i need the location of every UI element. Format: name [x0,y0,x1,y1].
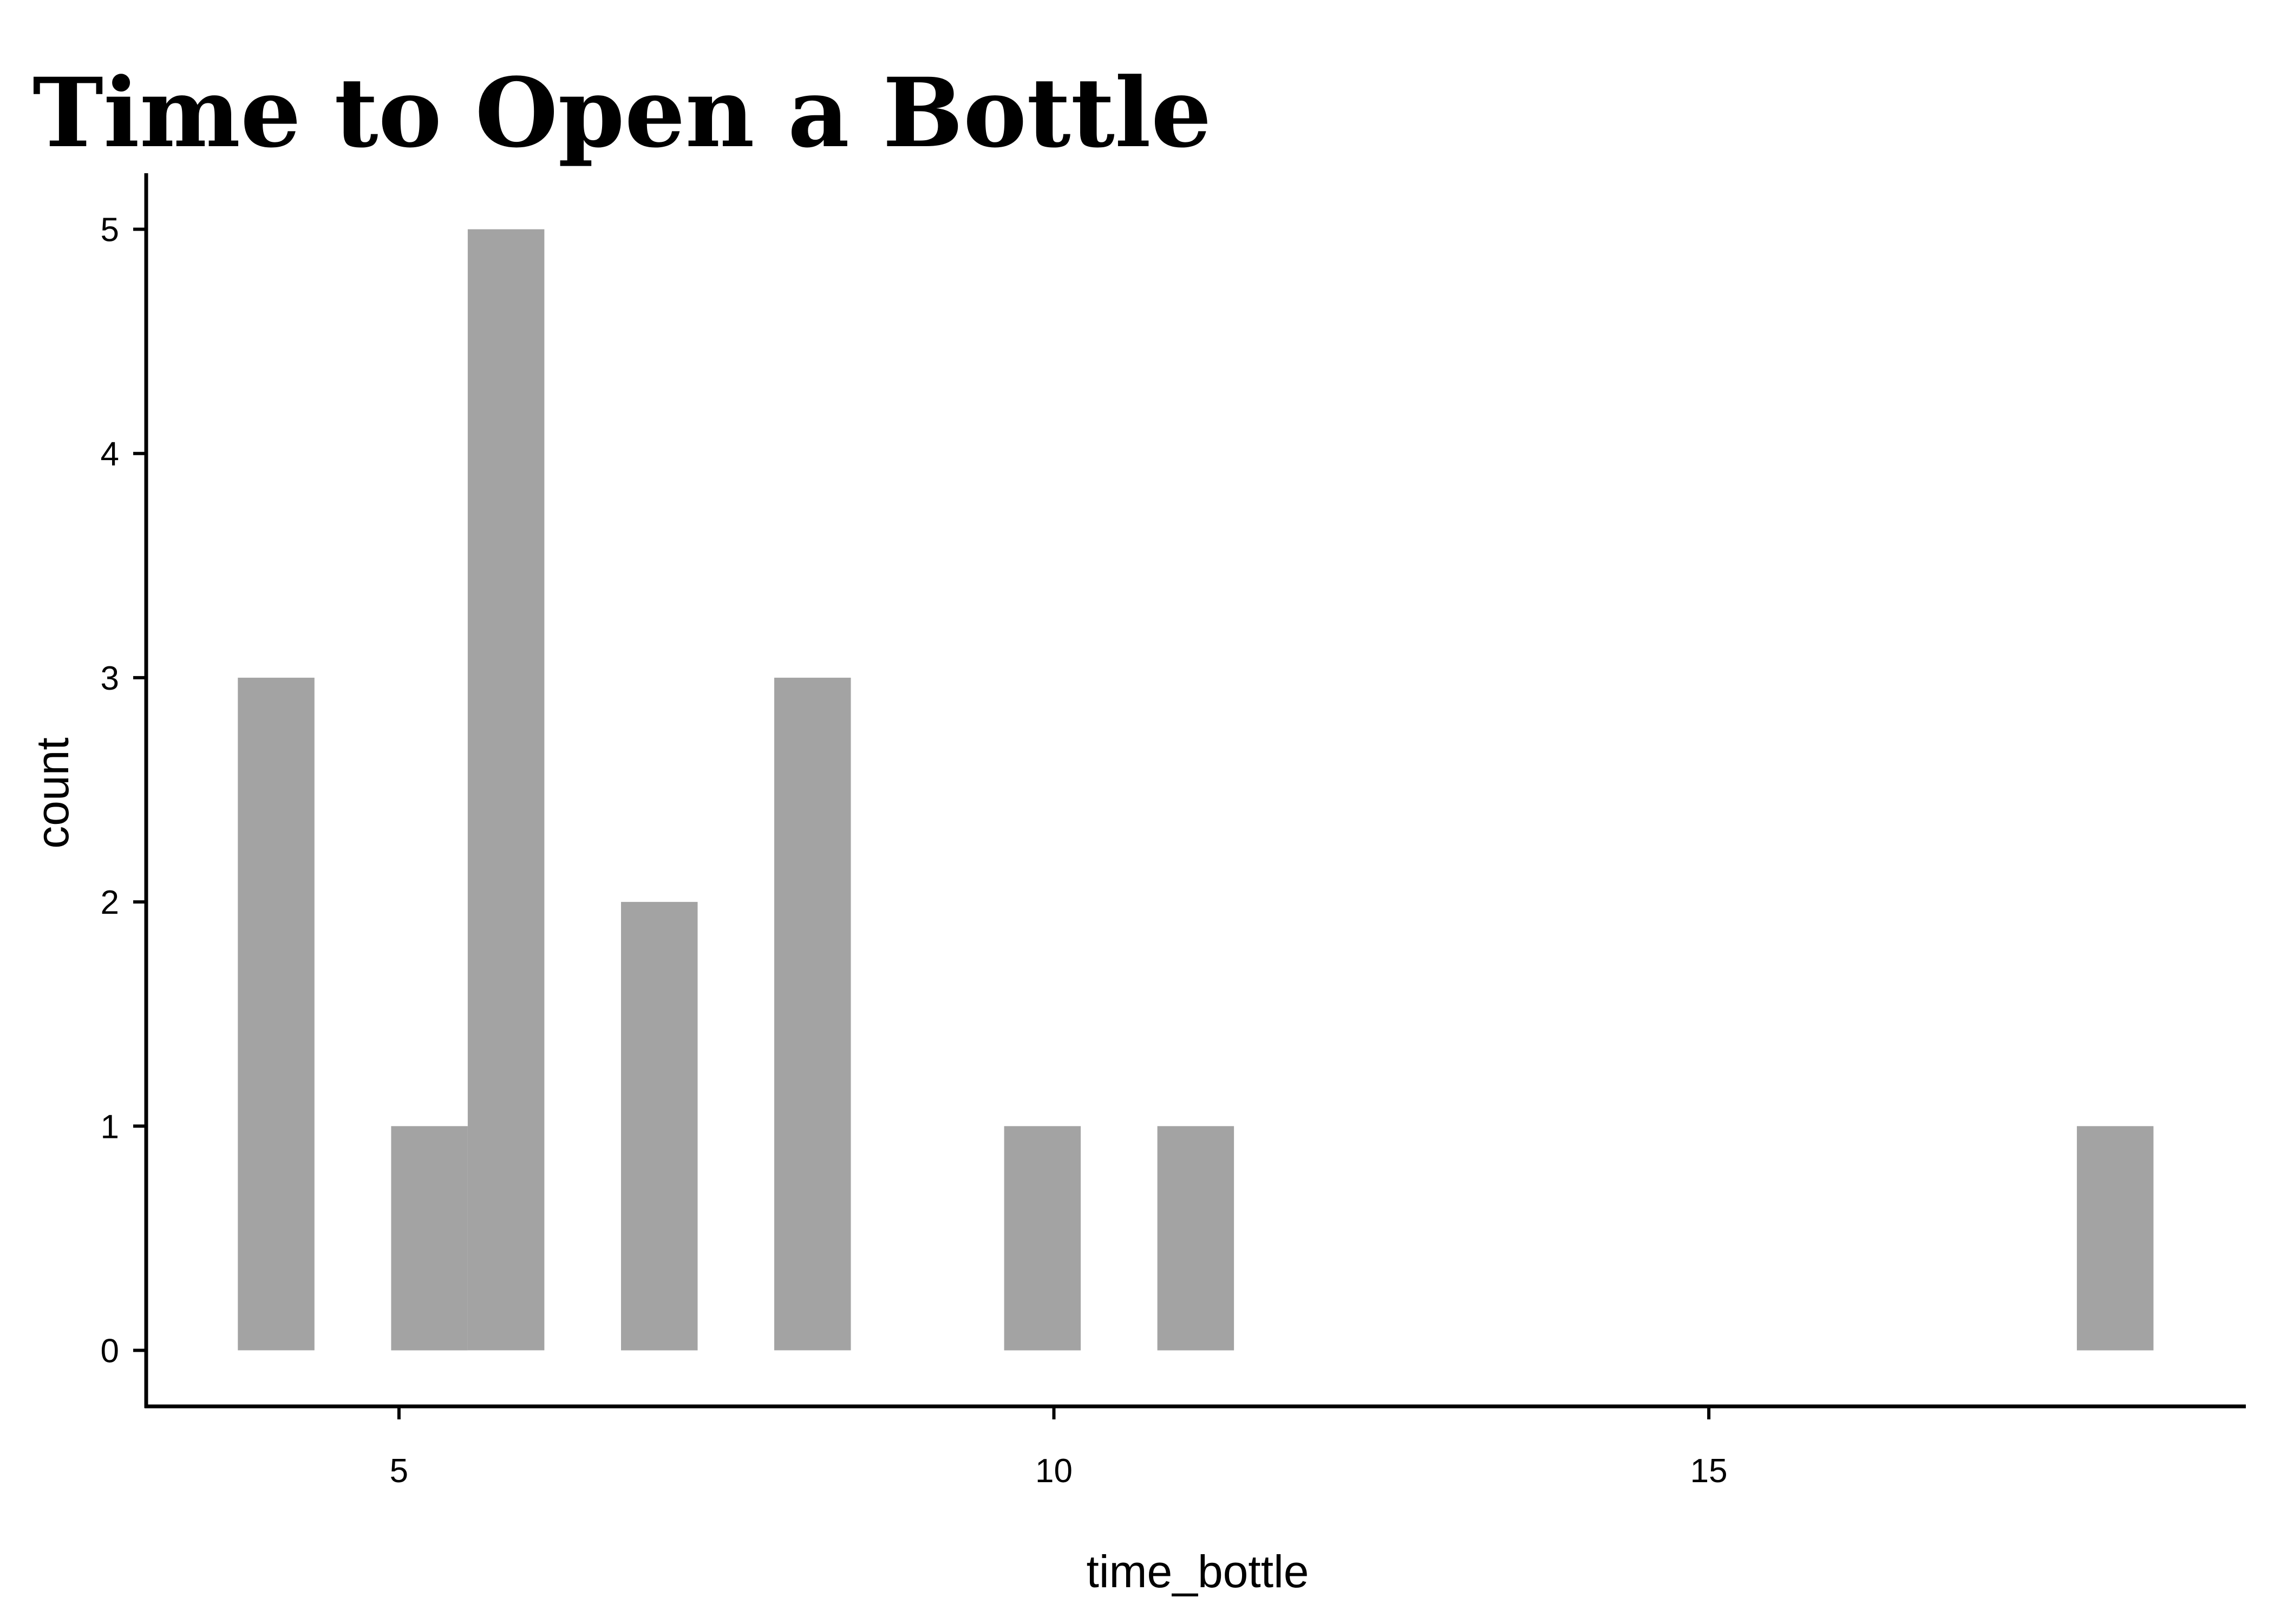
y-tick-label-1: 1 [101,1108,119,1145]
x-tick-label-15: 15 [1690,1452,1728,1490]
histogram-bar-1 [391,1126,468,1351]
chart-title: Time to Open a Bottle [32,57,1212,169]
histogram-bar-0 [238,677,315,1351]
histogram-bar-5 [1004,1126,1081,1351]
y-tick-label-3: 3 [101,660,119,697]
y-tick-label-2: 2 [101,884,119,921]
x-tick-label-5: 5 [390,1452,408,1490]
y-tick-label-4: 4 [101,436,119,473]
bars-layer [238,229,2154,1351]
histogram-bar-3 [621,902,698,1351]
histogram-bar-6 [1157,1126,1234,1351]
x-axis-title: time_bottle [1087,1546,1309,1597]
histogram-bar-2 [467,229,545,1351]
axes-layer: 0 1 2 3 4 5 5 10 15 [101,173,2246,1490]
x-tick-label-10: 10 [1035,1452,1073,1490]
histogram-bar-4 [774,677,851,1351]
y-axis-title: count [27,737,78,849]
y-tick-label-5: 5 [101,212,119,249]
histogram-bar-7 [2076,1126,2154,1351]
y-tick-label-0: 0 [101,1332,119,1370]
